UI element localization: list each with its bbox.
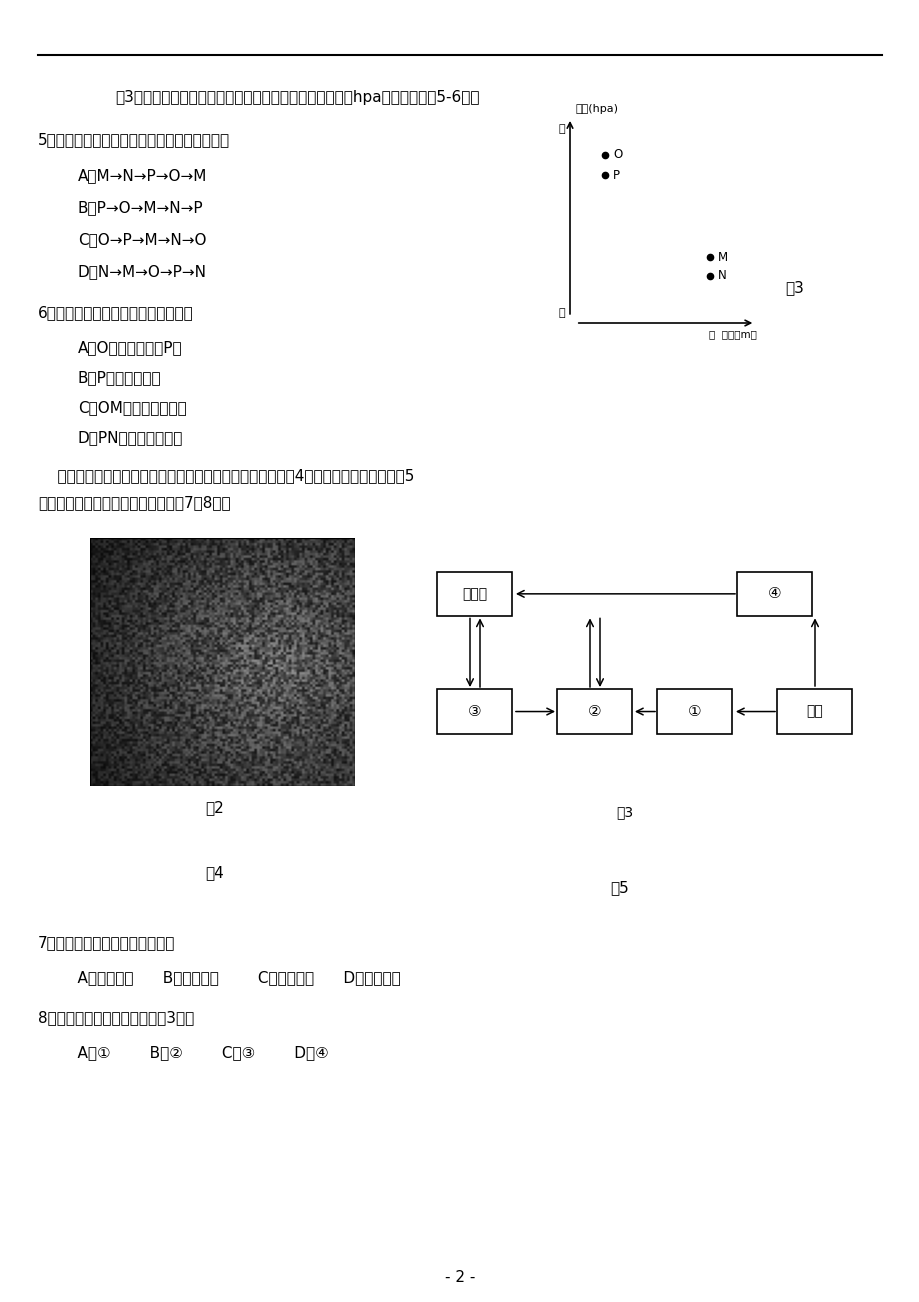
Text: P: P xyxy=(612,169,619,182)
Text: B．P地多阴雨天气: B．P地多阴雨天气 xyxy=(78,370,162,385)
Bar xyxy=(737,572,811,616)
Bar xyxy=(557,690,632,733)
Text: 图3: 图3 xyxy=(616,805,633,819)
Text: 图3为某区域近地面两点和对应高空两点的气压图（单位：hpa），读图完成5-6题。: 图3为某区域近地面两点和对应高空两点的气压图（单位：hpa），读图完成5-6题。 xyxy=(115,90,479,105)
Text: D．PN间盛行上升气流: D．PN间盛行上升气流 xyxy=(78,430,183,445)
Bar xyxy=(437,690,512,733)
Text: - 2 -: - 2 - xyxy=(444,1269,475,1285)
Text: C．OM间盛行下沉气流: C．OM间盛行下沉气流 xyxy=(78,400,187,415)
Text: 图2: 图2 xyxy=(206,799,224,815)
Text: B．P→O→M→N→P: B．P→O→M→N→P xyxy=(78,201,203,215)
Text: D．N→M→O→P→N: D．N→M→O→P→N xyxy=(78,264,207,279)
Text: 6．若四点构成中纬度大气环流圈，则: 6．若四点构成中纬度大气环流圈，则 xyxy=(38,305,194,320)
Text: 低: 低 xyxy=(558,307,565,318)
Text: 高  海拔（m）: 高 海拔（m） xyxy=(709,329,756,339)
Bar xyxy=(657,690,732,733)
Text: M: M xyxy=(718,251,728,264)
Text: 为地壳物质循环示意简图。读图回答7～8题。: 为地壳物质循环示意简图。读图回答7～8题。 xyxy=(38,495,231,510)
Text: 7、太鲁阁峡谷形成的主要原因是: 7、太鲁阁峡谷形成的主要原因是 xyxy=(38,935,176,950)
Text: 图4: 图4 xyxy=(206,865,224,880)
Bar xyxy=(437,572,512,616)
Text: 岩浆: 岩浆 xyxy=(806,704,823,719)
Text: N: N xyxy=(718,270,726,283)
Text: ①: ① xyxy=(687,704,701,719)
Text: 8、太鲁阁山体岩石类型属于图3中的: 8、太鲁阁山体岩石类型属于图3中的 xyxy=(38,1010,194,1025)
Text: ②: ② xyxy=(587,704,601,719)
Text: A．O点的纬度高于P点: A．O点的纬度高于P点 xyxy=(78,340,183,355)
Text: 5．若四点构成热力环流，则空气运动的方向为: 5．若四点构成热力环流，则空气运动的方向为 xyxy=(38,132,230,147)
Text: ④: ④ xyxy=(767,586,781,602)
Text: 台湾东部的太鲁阁峡谷是世界上规模最大的大理岩峡谷。图4为太鲁阁峡谷景观图，图5: 台湾东部的太鲁阁峡谷是世界上规模最大的大理岩峡谷。图4为太鲁阁峡谷景观图，图5 xyxy=(38,467,414,483)
Text: A．流水侵蚀      B．变质作用        C．板块拉张      D．风力侵蚀: A．流水侵蚀 B．变质作用 C．板块拉张 D．风力侵蚀 xyxy=(58,970,401,986)
Text: A．M→N→P→O→M: A．M→N→P→O→M xyxy=(78,168,207,184)
Text: 图5: 图5 xyxy=(610,880,629,894)
Text: O: O xyxy=(612,148,621,161)
Text: ③: ③ xyxy=(468,704,482,719)
Bar xyxy=(777,690,852,733)
Text: A．①        B．②        C．③        D．④: A．① B．② C．③ D．④ xyxy=(58,1046,328,1060)
Text: 图3: 图3 xyxy=(784,280,803,296)
Text: 沉积物: 沉积物 xyxy=(462,587,487,600)
Text: 高: 高 xyxy=(558,124,565,134)
Text: C．O→P→M→N→O: C．O→P→M→N→O xyxy=(78,232,206,247)
Text: 气压(hpa): 气压(hpa) xyxy=(575,104,618,113)
